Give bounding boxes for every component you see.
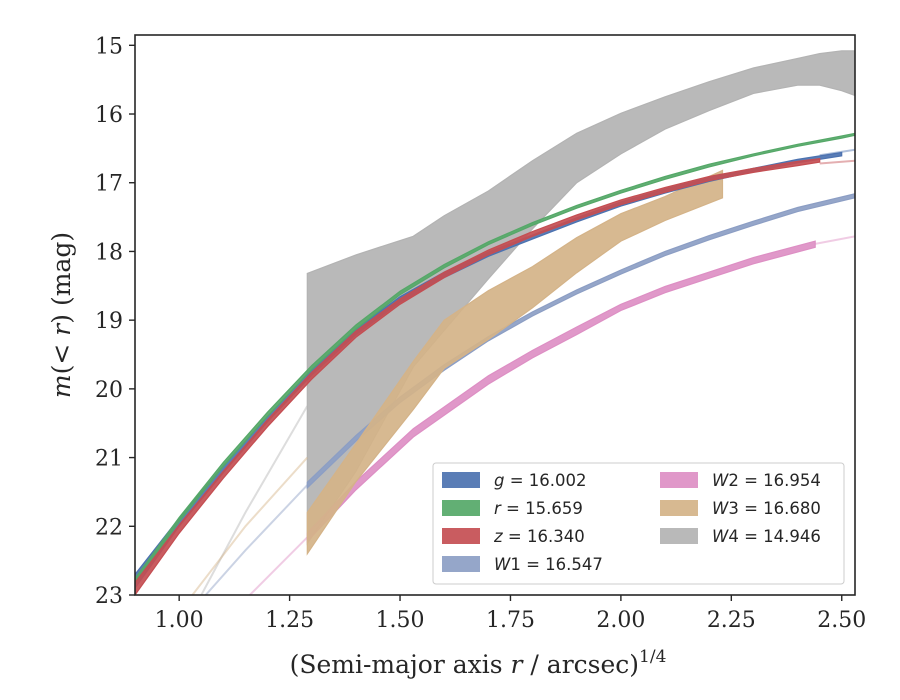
- series-w3: [191, 169, 724, 595]
- series-r-band: [135, 132, 855, 586]
- y-tick-label: 20: [95, 378, 123, 403]
- legend-swatch: [660, 472, 698, 488]
- legend-label: W4 = 14.946: [712, 527, 821, 546]
- legend-item-w4: W4 = 14.946: [660, 527, 821, 546]
- legend-label: r = 15.659: [494, 499, 583, 518]
- y-tick-label: 21: [95, 447, 123, 472]
- y-tick-label: 22: [95, 515, 123, 540]
- y-tick-label: 19: [95, 309, 123, 334]
- y-tick-label: 18: [95, 240, 123, 265]
- x-tick-label: 2.50: [817, 608, 866, 633]
- legend-label: W1 = 16.547: [494, 555, 603, 574]
- series-z-extension: [819, 159, 855, 165]
- legend-label: z = 16.340: [493, 527, 585, 546]
- x-tick-label: 1.50: [376, 608, 425, 633]
- series-z-band: [135, 158, 821, 595]
- legend-swatch: [660, 528, 698, 544]
- legend-label: W2 = 16.954: [712, 471, 821, 490]
- y-tick-label: 16: [95, 103, 123, 128]
- legend: g = 16.002 r = 15.659 z = 16.340 W1 = 16.54…: [432, 462, 845, 585]
- legend-label: W3 = 16.680: [712, 499, 821, 518]
- legend-swatch: [442, 472, 480, 488]
- y-axis-label: m(< r) (mag): [47, 232, 76, 398]
- ticks-layer: 1.00 1.25 1.50 1.75 2.00 2.25 2.50 15 16 17 18 19 20…: [95, 34, 866, 633]
- legend-item-w1: W1 = 16.547: [442, 555, 603, 574]
- legend-label: g = 16.002: [494, 471, 587, 490]
- series-w4-extension: [200, 405, 309, 595]
- series-g-extension: [819, 148, 855, 157]
- x-tick-label: 2.00: [596, 608, 645, 633]
- series-w2-extension: [249, 536, 309, 595]
- series-w2: [249, 235, 855, 595]
- legend-swatch: [442, 500, 480, 516]
- legend-item-w2: W2 = 16.954: [660, 471, 821, 490]
- legend-item-z: z = 16.340: [442, 527, 585, 546]
- legend-swatch: [442, 528, 480, 544]
- y-tick-label: 17: [95, 172, 123, 197]
- legend-box: [432, 462, 845, 585]
- legend-item-r: r = 15.659: [442, 499, 583, 518]
- series-w3-extension: [191, 456, 309, 595]
- series-r: [135, 132, 855, 586]
- x-tick-label: 2.25: [707, 608, 756, 633]
- legend-item-w3: W3 = 16.680: [660, 499, 821, 518]
- y-tick-label: 23: [95, 584, 123, 609]
- plot-frame: [134, 34, 856, 596]
- series-w4-band: [306, 50, 855, 546]
- series-w1-extension: [204, 484, 309, 595]
- series-layer: [135, 50, 855, 595]
- x-tick-label: 1.75: [486, 608, 535, 633]
- legend-swatch: [442, 556, 480, 572]
- series-z: [135, 158, 855, 595]
- series-w2-extension-2: [815, 235, 855, 245]
- legend-swatch: [660, 500, 698, 516]
- series-w3-band: [306, 169, 724, 556]
- x-tick-label: 1.00: [155, 608, 204, 633]
- x-axis-label: (Semi-major axis r / arcsec)1/4: [290, 647, 667, 679]
- legend-item-g: g = 16.002: [442, 471, 587, 490]
- y-tick-label: 15: [95, 34, 123, 59]
- x-tick-label: 1.25: [265, 608, 314, 633]
- series-w2-band: [306, 240, 816, 543]
- series-w4: [200, 50, 855, 595]
